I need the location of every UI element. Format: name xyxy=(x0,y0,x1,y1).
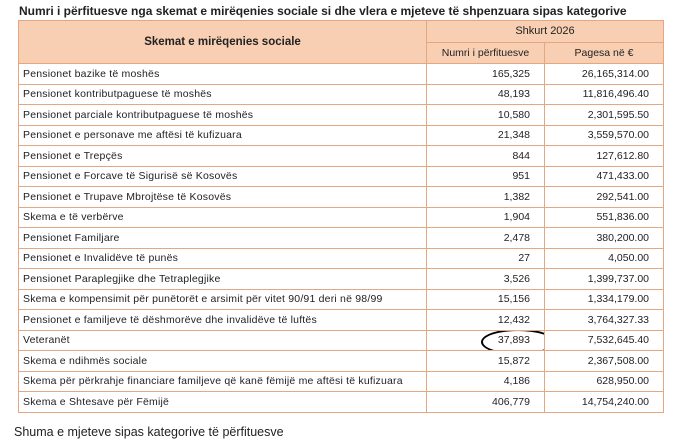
table-row: Pensionet Familjare 2,478 380,200.00 xyxy=(18,227,665,249)
table-row: Veteranët 37,893 7,532,645.40 xyxy=(18,329,665,351)
scheme-name-cell: Pensionet e Trupave Mbrojtëse të Kosovës xyxy=(18,186,427,208)
payment-amount-cell: 11,816,496.40 xyxy=(543,83,665,105)
payment-amount-cell: 3,559,570.00 xyxy=(543,124,665,146)
header-period: Shkurt 2026 xyxy=(425,20,665,43)
table-row: Pensionet Paraplegjike dhe Tetraplegjike… xyxy=(18,268,665,290)
scheme-name-cell: Pensionet e personave me aftësi të kufiz… xyxy=(18,124,427,146)
payment-amount-cell: 3,764,327.33 xyxy=(543,309,665,331)
beneficiaries-count-cell: 21,348 xyxy=(426,124,545,146)
beneficiaries-count-cell: 15,156 xyxy=(426,288,545,310)
beneficiaries-count-cell: 406,779 xyxy=(426,391,545,413)
table-row: Skema e të verbërve 1,904 551,836.00 xyxy=(18,206,665,228)
table-row: Pensionet parciale kontributpaguese të m… xyxy=(18,104,665,126)
header-payment: Pagesa në € xyxy=(543,41,665,64)
header-schemes: Skemat e mirëqenies sociale xyxy=(18,20,427,64)
beneficiaries-count-cell: 3,526 xyxy=(426,268,545,290)
section-caption: Shuma e mjeteve sipas kategorive të përf… xyxy=(14,425,284,439)
beneficiaries-count-cell: 165,325 xyxy=(426,63,545,85)
welfare-table-container: Skemat e mirëqenies sociale Shkurt 2026 … xyxy=(18,20,665,413)
scheme-name-cell: Skema e të verbërve xyxy=(18,206,427,228)
scheme-name-cell: Pensionet e Invalidëve të punës xyxy=(18,247,427,269)
beneficiaries-count-cell: 2,478 xyxy=(426,227,545,249)
table-row: Pensionet bazike të moshës 165,325 26,165,… xyxy=(18,63,665,85)
table-row: Skema e Shtesave për Fëmijë 406,779 14,754… xyxy=(18,391,665,413)
beneficiaries-count-cell: 4,186 xyxy=(426,370,545,392)
payment-amount-cell: 380,200.00 xyxy=(543,227,665,249)
payment-amount-cell: 551,836.00 xyxy=(543,206,665,228)
scheme-name-cell: Pensionet kontributpaguese të moshës xyxy=(18,83,427,105)
beneficiaries-count-cell: 12,432 xyxy=(426,309,545,331)
payment-amount-cell: 127,612.80 xyxy=(543,145,665,167)
header-beneficiaries: Numri i përfituesve xyxy=(426,41,545,64)
beneficiaries-count-cell: 1,382 xyxy=(426,186,545,208)
scheme-name-cell: Skema e Shtesave për Fëmijë xyxy=(18,391,427,413)
table-row: Pensionet e Trupave Mbrojtëse të Kosovës… xyxy=(18,186,665,208)
welfare-table: Skemat e mirëqenies sociale Shkurt 2026 … xyxy=(18,20,665,413)
payment-amount-cell: 2,367,508.00 xyxy=(543,350,665,372)
table-row: Pensionet e personave me aftësi të kufiz… xyxy=(18,124,665,146)
beneficiaries-count-cell: 48,193 xyxy=(426,83,545,105)
beneficiaries-count-cell: 951 xyxy=(426,165,545,187)
table-row: Pensionet e Forcave të Sigurisë së Kosov… xyxy=(18,165,665,187)
scheme-name-cell: Pensionet bazike të moshës xyxy=(18,63,427,85)
scheme-name-cell: Pensionet parciale kontributpaguese të m… xyxy=(18,104,427,126)
page-title: Numri i përfituesve nga skemat e mirëqen… xyxy=(19,4,627,18)
table-row: Skema e kompensimit për punëtorët e arsi… xyxy=(18,288,665,310)
payment-amount-cell: 471,433.00 xyxy=(543,165,665,187)
beneficiaries-count-cell: 844 xyxy=(426,145,545,167)
scheme-name-cell: Skema e ndihmës sociale xyxy=(18,350,427,372)
payment-amount-cell: 1,399,737.00 xyxy=(543,268,665,290)
beneficiaries-count-cell: 10,580 xyxy=(426,104,545,126)
scheme-name-cell: Pensionet Paraplegjike dhe Tetraplegjike xyxy=(18,268,427,290)
scheme-name-cell: Pensionet e Forcave të Sigurisë së Kosov… xyxy=(18,165,427,187)
table-row: Skema për përkrahje financiare familjeve… xyxy=(18,370,665,392)
beneficiaries-count-cell: 27 xyxy=(426,247,545,269)
payment-amount-cell: 4,050.00 xyxy=(543,247,665,269)
beneficiaries-count-cell: 1,904 xyxy=(426,206,545,228)
table-row: Pensionet e familjeve të dëshmorëve dhe … xyxy=(18,309,665,331)
payment-amount-cell: 14,754,240.00 xyxy=(543,391,665,413)
scheme-name-cell: Pensionet Familjare xyxy=(18,227,427,249)
beneficiaries-count-cell: 37,893 xyxy=(426,329,545,351)
payment-amount-cell: 7,532,645.40 xyxy=(543,329,665,351)
payment-amount-cell: 2,301,595.50 xyxy=(543,104,665,126)
table-row: Pensionet e Trepçës 844 127,612.80 xyxy=(18,145,665,167)
scheme-name-cell: Pensionet e familjeve të dëshmorëve dhe … xyxy=(18,309,427,331)
payment-amount-cell: 628,950.00 xyxy=(543,370,665,392)
beneficiaries-count-cell: 15,872 xyxy=(426,350,545,372)
payment-amount-cell: 292,541.00 xyxy=(543,186,665,208)
scheme-name-cell: Skema për përkrahje financiare familjeve… xyxy=(18,370,427,392)
scheme-name-cell: Pensionet e Trepçës xyxy=(18,145,427,167)
table-row: Skema e ndihmës sociale 15,872 2,367,508.0… xyxy=(18,350,665,372)
table-row: Pensionet kontributpaguese të moshës 48,1… xyxy=(18,83,665,105)
highlighted-count: 37,893 xyxy=(480,330,544,350)
hand-drawn-circle-annotation xyxy=(480,330,544,350)
scheme-name-cell: Veteranët xyxy=(18,329,427,351)
payment-amount-cell: 26,165,314.00 xyxy=(543,63,665,85)
table-row: Pensionet e Invalidëve të punës 27 4,050.0… xyxy=(18,247,665,269)
scheme-name-cell: Skema e kompensimit për punëtorët e arsi… xyxy=(18,288,427,310)
payment-amount-cell: 1,334,179.00 xyxy=(543,288,665,310)
